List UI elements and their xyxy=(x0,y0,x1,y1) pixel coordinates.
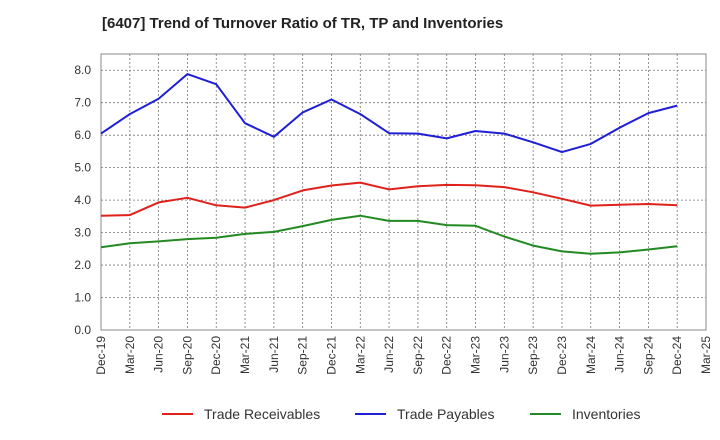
x-tick-label: Mar-20 xyxy=(123,336,137,374)
legend-label: Trade Receivables xyxy=(204,406,320,422)
series-line-trade-payables xyxy=(100,73,678,154)
x-tick-label: Jun-21 xyxy=(267,336,281,373)
chart-title: [6407] Trend of Turnover Ratio of TR, TP… xyxy=(102,15,504,32)
x-tick-label: Mar-25 xyxy=(699,336,713,374)
y-tick-label: 0.0 xyxy=(74,323,91,337)
series-line-trade-receivables xyxy=(100,181,678,217)
legend-label: Inventories xyxy=(572,406,640,422)
legend-item: Trade Payables xyxy=(355,406,495,422)
x-tick-label: Jun-24 xyxy=(613,336,627,373)
x-tick-label: Dec-19 xyxy=(94,336,108,375)
x-tick-label: Dec-24 xyxy=(670,336,684,375)
x-tick-label: Mar-22 xyxy=(353,336,367,374)
y-tick-label: 8.0 xyxy=(74,63,91,77)
legend-label: Trade Payables xyxy=(397,406,495,422)
x-tick-label: Jun-20 xyxy=(152,336,166,373)
x-tick-label: Dec-20 xyxy=(209,336,223,375)
x-tick-label: Dec-22 xyxy=(440,336,454,375)
x-tick-label: Dec-23 xyxy=(555,336,569,375)
series-layer xyxy=(100,73,678,255)
x-tick-label: Mar-21 xyxy=(238,336,252,374)
y-tick-label: 7.0 xyxy=(74,96,91,110)
x-tick-label: Sep-23 xyxy=(526,336,540,375)
axis-layer: Dec-19 Mar-20 Jun-20 Sep-20 Dec-20 Mar-21 Jun-… xyxy=(74,63,713,374)
legend: Trade Receivables Trade Payables Inventori… xyxy=(162,406,640,422)
x-tick-label: Sep-21 xyxy=(296,336,310,375)
x-tick-label: Mar-24 xyxy=(584,336,598,374)
y-tick-label: 4.0 xyxy=(74,193,91,207)
y-tick-label: 2.0 xyxy=(74,258,91,272)
x-tick-label: Mar-23 xyxy=(469,336,483,374)
x-tick-label: Sep-20 xyxy=(180,336,194,375)
y-tick-label: 5.0 xyxy=(74,161,91,175)
x-tick-label: Dec-21 xyxy=(324,336,338,375)
x-tick-label: Jun-22 xyxy=(382,336,396,373)
x-tick-label: Sep-24 xyxy=(641,336,655,375)
legend-item: Inventories xyxy=(530,406,640,422)
legend-item: Trade Receivables xyxy=(162,406,320,422)
series-line-inventories xyxy=(100,214,678,255)
y-tick-label: 3.0 xyxy=(74,226,91,240)
plot-area xyxy=(100,53,707,331)
x-tick-label: Jun-23 xyxy=(497,336,511,373)
grid-layer xyxy=(101,54,706,330)
y-tick-label: 1.0 xyxy=(74,291,91,305)
x-tick-label: Sep-22 xyxy=(411,336,425,375)
y-tick-label: 6.0 xyxy=(74,128,91,142)
